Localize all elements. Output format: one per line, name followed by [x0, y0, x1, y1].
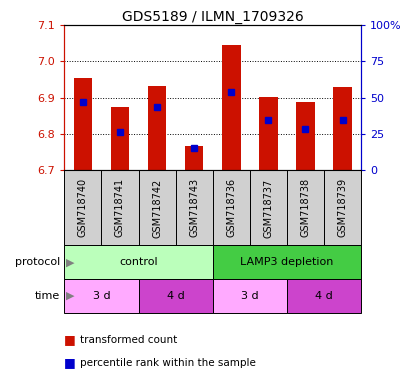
Bar [64, 279, 139, 313]
Text: control: control [119, 257, 158, 267]
Bar [213, 170, 250, 245]
Text: GSM718736: GSM718736 [226, 179, 236, 237]
Text: GSM718741: GSM718741 [115, 179, 125, 237]
Bar [213, 245, 361, 279]
Bar [185, 146, 203, 170]
Text: time: time [35, 291, 60, 301]
Text: ▶: ▶ [66, 291, 75, 301]
Text: GSM718737: GSM718737 [264, 178, 273, 238]
Bar [250, 170, 287, 245]
Text: ▶: ▶ [66, 257, 75, 267]
Title: GDS5189 / ILMN_1709326: GDS5189 / ILMN_1709326 [122, 10, 303, 24]
Bar [148, 86, 166, 170]
Bar [139, 279, 213, 313]
Text: 4 d: 4 d [315, 291, 333, 301]
Bar [111, 107, 129, 170]
Text: GSM718739: GSM718739 [337, 179, 347, 237]
Text: GSM718738: GSM718738 [300, 179, 310, 237]
Bar [139, 170, 176, 245]
Bar [64, 245, 213, 279]
Bar [73, 78, 92, 170]
Text: protocol: protocol [15, 257, 60, 267]
Bar [64, 170, 101, 245]
Bar [324, 170, 361, 245]
Text: GSM718740: GSM718740 [78, 179, 88, 237]
Text: GSM718742: GSM718742 [152, 178, 162, 238]
Text: 4 d: 4 d [167, 291, 185, 301]
Text: ■: ■ [64, 333, 76, 346]
Bar [259, 97, 278, 170]
Text: transformed count: transformed count [80, 335, 177, 345]
Text: 3 d: 3 d [241, 291, 259, 301]
Bar [213, 279, 287, 313]
Text: GSM718743: GSM718743 [189, 179, 199, 237]
Bar [333, 87, 352, 170]
Bar [176, 170, 213, 245]
Text: 3 d: 3 d [93, 291, 110, 301]
Text: ■: ■ [64, 356, 76, 369]
Bar [287, 170, 324, 245]
Bar [296, 102, 315, 170]
Text: percentile rank within the sample: percentile rank within the sample [80, 358, 256, 368]
Bar [101, 170, 139, 245]
Text: LAMP3 depletion: LAMP3 depletion [240, 257, 334, 267]
Bar [287, 279, 361, 313]
Bar [222, 45, 241, 170]
